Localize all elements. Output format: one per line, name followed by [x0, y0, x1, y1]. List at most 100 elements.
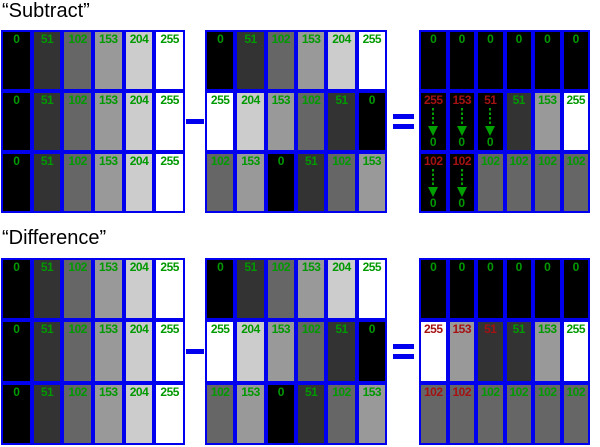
pixel-value-label: 51 [40, 93, 54, 107]
pixel-cell: 51 [33, 154, 61, 211]
pixel-cell: 153 [267, 93, 294, 150]
pixel-value-label: 0 [572, 260, 580, 274]
pixel-cell: 0 [478, 260, 503, 319]
pixel-value-label: 255 [423, 93, 443, 107]
pixel-cell: 204 [328, 32, 355, 89]
pixel-value-label: 102 [537, 384, 557, 399]
pixel-value-label: 0 [544, 32, 551, 46]
pixel-cell: 0 [267, 384, 294, 443]
pixel-value-label: 0 [487, 32, 494, 46]
pixel-cell: 102 [64, 260, 91, 319]
pixel-cell: 0 [3, 384, 30, 443]
pixel-cell: 204 [125, 154, 153, 211]
pixel-value-label: 153 [452, 93, 472, 107]
clamped-value-label: 0 [458, 135, 466, 149]
pixel-value-label: 102 [68, 32, 87, 46]
minus-operator [185, 30, 205, 213]
pixel-value-label: 204 [129, 32, 149, 46]
equals-operator [387, 258, 419, 445]
pixel-cell: 51 [33, 32, 61, 89]
clamp-arrow-icon [427, 169, 439, 197]
pixel-cell: 153 0 [449, 93, 474, 150]
pixel-value-label: 153 [241, 154, 260, 168]
pixel-value-label: 255 [160, 260, 179, 274]
pixel-cell: 255 [156, 384, 183, 443]
pixel-cell: 153 [237, 154, 264, 211]
pixel-value-label: 102 [210, 384, 230, 399]
pixel-value-label: 51 [40, 384, 54, 399]
pixel-value-label: 204 [129, 322, 149, 337]
pixel-cell: 0 [535, 32, 560, 89]
pixel-cell: 0 [358, 322, 385, 381]
minus-operator [185, 258, 205, 445]
pixel-cell: 255 [358, 32, 385, 89]
subtract-operand-b-grid: 0 51 102 153 204 255 255 204 153 102 51 0 102 153 0 51 1… [205, 30, 387, 213]
pixel-cell: 102 [64, 384, 91, 443]
pixel-value-label: 51 [335, 93, 348, 107]
pixel-cell: 102 [535, 384, 560, 443]
pixel-cell: 102 [506, 154, 531, 211]
pixel-value-label: 0 [458, 260, 466, 274]
pixel-value-label: 204 [332, 32, 351, 46]
pixel-value-label: 0 [515, 32, 523, 46]
pixel-value-label: 153 [271, 322, 291, 337]
pixel-value-label: 51 [512, 322, 526, 337]
pixel-cell: 255 [156, 154, 183, 211]
pixel-cell: 255 [156, 32, 183, 89]
pixel-cell: 255 [156, 322, 183, 381]
pixel-value-label: 102 [566, 154, 586, 168]
pixel-cell: 255 [156, 260, 183, 319]
pixel-value-label: 0 [458, 32, 466, 46]
pixel-value-label: 0 [430, 260, 437, 274]
pixel-cell: 255 [358, 260, 385, 319]
pixel-value-label: 204 [241, 322, 260, 337]
pixel-cell: 0 [563, 260, 588, 319]
minus-icon [186, 349, 204, 354]
pixel-cell: 102 [64, 154, 91, 211]
pixel-cell: 102 [563, 384, 588, 443]
subtract-operand-a-grid: 0 51 102 153 204 255 0 51 102 153 204 255 0 51 102 153 2… [1, 30, 185, 213]
pixel-value-label: 153 [362, 384, 382, 399]
pixel-value-label: 255 [362, 260, 382, 274]
pixel-cell: 102 [328, 154, 355, 211]
pixel-cell: 0 [358, 93, 385, 150]
pixel-value-label: 0 [544, 260, 551, 274]
pixel-value-label: 102 [423, 384, 443, 399]
pixel-value-label: 102 [452, 384, 472, 399]
pixel-value-label: 0 [277, 384, 285, 399]
pixel-cell: 153 [94, 32, 122, 89]
pixel-cell: 51 [328, 93, 355, 150]
pixel-value-label: 102 [271, 260, 291, 274]
equals-operator [387, 30, 419, 213]
pixel-value-label: 153 [301, 32, 321, 46]
pixel-value-label: 0 [13, 384, 20, 399]
pixel-value-label: 102 [301, 322, 321, 337]
pixel-cell: 153 [298, 32, 325, 89]
pixel-value-label: 153 [99, 322, 118, 337]
pixel-cell: 0 [267, 154, 294, 211]
pixel-value-label: 102 [271, 32, 291, 46]
clamp-arrow-icon [456, 169, 468, 197]
pixel-value-label: 153 [301, 260, 321, 274]
pixel-value-label: 0 [217, 32, 224, 46]
section-title-difference: “Difference” [2, 227, 107, 249]
pixel-value-label: 153 [271, 93, 291, 107]
pixel-value-label: 153 [537, 322, 557, 337]
pixel-value-label: 102 [332, 154, 351, 168]
pixel-value-label: 102 [68, 154, 87, 168]
pixel-value-label: 153 [537, 93, 557, 107]
pixel-cell: 102 [64, 93, 91, 150]
pixel-cell: 51 [33, 93, 61, 150]
pixel-value-label: 255 [160, 322, 179, 337]
pixel-cell: 204 [125, 322, 153, 381]
pixel-cell: 153 [358, 384, 385, 443]
pixel-cell: 51 [33, 322, 61, 381]
pixel-cell: 153 [298, 260, 325, 319]
pixel-cell: 204 [125, 384, 153, 443]
pixel-value-label: 102 [68, 384, 87, 399]
pixel-value-label: 255 [160, 93, 179, 107]
pixel-cell: 0 [421, 260, 446, 319]
pixel-cell: 51 [478, 322, 503, 381]
pixel-value-label: 204 [129, 154, 149, 168]
